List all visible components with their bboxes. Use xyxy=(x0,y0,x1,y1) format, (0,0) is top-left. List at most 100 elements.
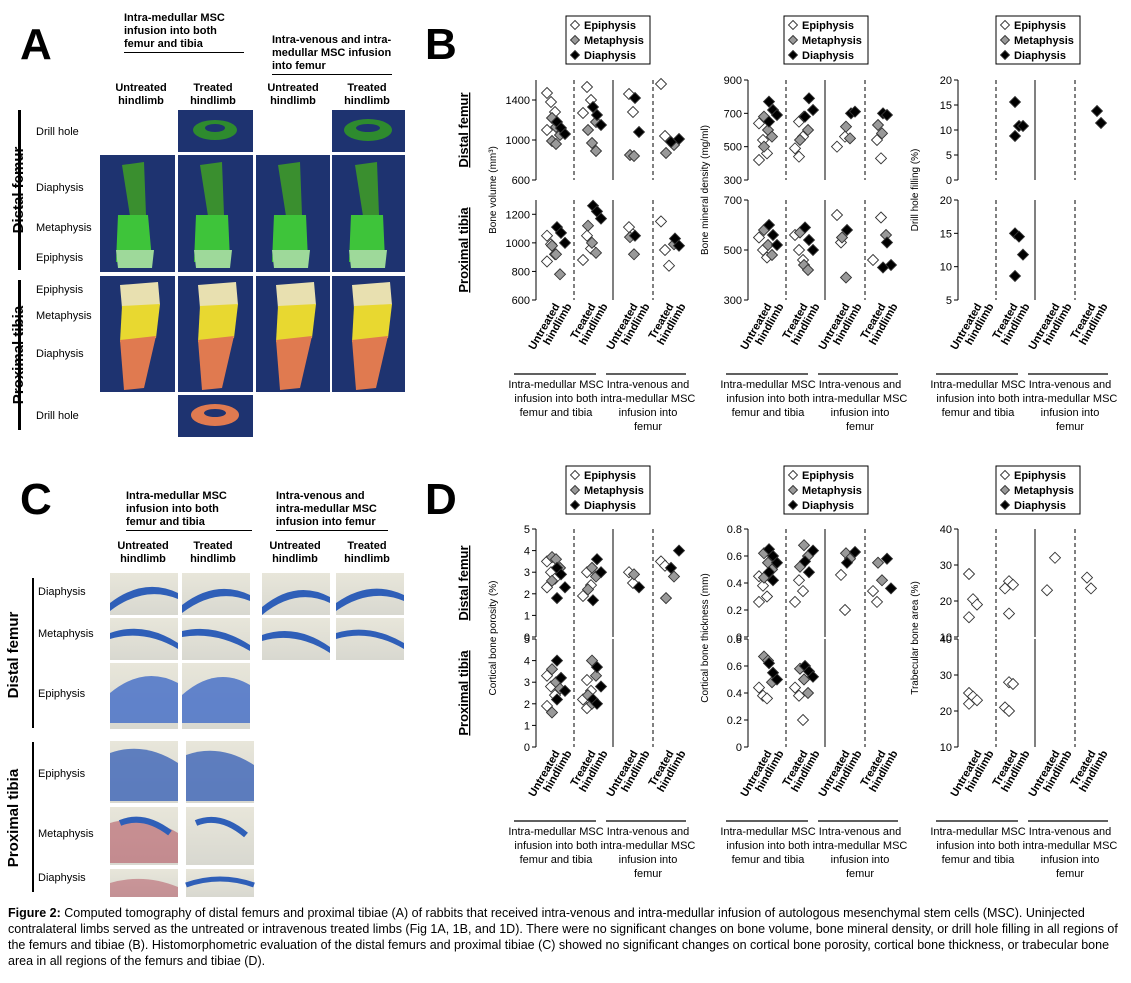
D2-r1-point-dia-0 xyxy=(762,657,776,670)
D1-r1-point-dia-1 xyxy=(554,671,568,685)
B2-r1-point-meta-6 xyxy=(835,231,849,244)
D2-r0-point-epi-4 xyxy=(792,574,806,587)
D3-group-0-line-1: infusion into both xyxy=(936,840,1019,852)
B2-ylabel: Bone mineral density (mg/ml) xyxy=(700,125,711,255)
B2-r1-point-dia-9 xyxy=(876,261,890,274)
D2-r0-ticklabel-1: 0.2 xyxy=(727,605,742,617)
panel-a-row-tibia-drill-hole: Drill hole xyxy=(36,410,79,422)
B1-r1-point-epi-3 xyxy=(540,255,554,268)
D2-r0-point-epi-5 xyxy=(796,584,810,598)
D3-legend-marker-dia xyxy=(999,499,1011,511)
B2-group-1-line-1: intra-medullar MSC xyxy=(813,393,908,405)
B2-r0-point-dia-0 xyxy=(762,95,776,108)
D1-r1-ticklabel-3: 3 xyxy=(524,677,530,689)
D1-r1-point-meta-5 xyxy=(589,669,603,682)
B3-group-1-line-1: intra-medullar MSC xyxy=(1023,393,1118,405)
D2-r0-point-dia-8 xyxy=(848,545,862,559)
B3-r0-ticklabel-1: 5 xyxy=(946,150,952,162)
B1-group-1-line-3: femur xyxy=(634,421,662,433)
D2-r0-point-dia-7 xyxy=(802,566,816,579)
D3-r1-point-epi-5 xyxy=(1006,677,1020,691)
D2-group-0-line-0: Intra-medullar MSC xyxy=(720,826,815,838)
B3-legend-label-dia: Diaphysis xyxy=(1014,50,1066,62)
D1-legend-marker-dia xyxy=(569,499,581,511)
B2-group-1-line-0: Intra-venous and xyxy=(819,379,902,391)
B2-r0-point-meta-9 xyxy=(871,118,885,132)
D1-r0-point-meta-6 xyxy=(581,583,595,596)
D3-group-1-line-0: Intra-venous and xyxy=(1029,826,1112,838)
B1-r1-point-epi-11 xyxy=(662,259,676,272)
D3-r1-point-epi-7 xyxy=(1002,704,1016,718)
B2-r1-point-meta-5 xyxy=(801,263,815,277)
B1-r1-point-epi-9 xyxy=(654,215,668,228)
D2-legend-marker-dia xyxy=(787,499,799,511)
B2-r1-point-dia-2 xyxy=(770,238,784,252)
B2-r0-point-dia-2 xyxy=(770,108,784,122)
D1-r0-point-meta-4 xyxy=(585,561,599,575)
panel-a-col-treated-2: Treated hindlimb xyxy=(344,82,390,107)
D1-r1-ticklabel-5: 5 xyxy=(524,634,530,646)
B1-group-0-line-2: femur and tibia xyxy=(520,407,594,419)
D1-r0-point-meta-8 xyxy=(667,570,681,583)
D2-r0-point-epi-8 xyxy=(838,603,852,617)
D1-r1-ticklabel-0: 0 xyxy=(524,742,530,754)
B3-legend-marker-epi xyxy=(999,19,1011,31)
B1-group-1-line-0: Intra-venous and xyxy=(607,379,690,391)
B1-r0-point-epi-8 xyxy=(626,105,640,119)
panel-a-row-tibia-metaphysis: Metaphysis xyxy=(36,310,92,322)
D1-r0-point-dia-8 xyxy=(672,544,686,557)
B2-r1-point-dia-1 xyxy=(766,228,780,242)
B1-r0-point-dia-5 xyxy=(594,118,608,132)
B1-r0-ticklabel-1: 1000 xyxy=(506,135,530,147)
D2-r0-point-epi-3 xyxy=(752,595,766,609)
D2-r0-point-meta-9 xyxy=(871,556,885,569)
D2-legend-label-epi: Epiphysis xyxy=(802,470,854,482)
B2-r0-ticklabel-0: 300 xyxy=(724,175,742,187)
panel-a-femur-bracket xyxy=(18,110,21,270)
ct-femur-row xyxy=(100,155,405,272)
B2-r1-point-dia-5 xyxy=(806,243,820,257)
D2-r0-ticklabel-0: 0 xyxy=(736,632,742,644)
panel-a-row-metaphysis: Metaphysis xyxy=(36,222,92,234)
D2-r0-point-epi-7 xyxy=(834,568,848,582)
D1-r1-point-epi-4 xyxy=(580,673,594,687)
D2-r1-point-dia-5 xyxy=(806,670,820,683)
D2-r0-point-dia-5 xyxy=(806,544,820,557)
D1-legend-marker-meta xyxy=(569,484,581,496)
B3-r1-ticklabel-1: 10 xyxy=(940,262,952,274)
hist-tibia xyxy=(110,741,255,897)
panel-c-histology xyxy=(110,573,404,897)
D3-r0-point-epi-3 xyxy=(962,611,976,624)
B1-r0-ticklabel-0: 600 xyxy=(512,175,530,187)
B1-rowlabel-1: Proximal tibia xyxy=(456,207,471,293)
D2-r0-point-dia-3 xyxy=(762,566,776,579)
D3-r0-point-epi-6 xyxy=(998,582,1012,595)
B3-r0-point-dia-5 xyxy=(1094,116,1108,130)
D1-group-0-line-2: femur and tibia xyxy=(520,854,594,866)
D1-legend-label-epi: Epiphysis xyxy=(584,470,636,482)
B1-r0-point-dia-2 xyxy=(558,127,572,141)
D3-group-1-line-3: femur xyxy=(1056,868,1084,880)
D2-r1-point-epi-5 xyxy=(796,713,810,727)
D2-r0-ticklabel-4: 0.8 xyxy=(727,524,742,536)
panel-a-row-tibia-diaphysis: Diaphysis xyxy=(36,348,84,360)
B2-r0-point-meta-8 xyxy=(843,132,857,145)
B1-ylabel: Bone volume (mm³) xyxy=(488,146,499,234)
D1-r0-point-dia-7 xyxy=(632,581,646,594)
B2-group-1-line-2: infusion into xyxy=(831,407,890,419)
panel-a-ct-images xyxy=(100,110,405,437)
D1-r0-point-meta-7 xyxy=(627,568,641,581)
D1-r1-point-dia-5 xyxy=(594,680,608,693)
D3-r1-ticklabel-3: 40 xyxy=(940,634,952,646)
B1-r1-point-dia-1 xyxy=(554,226,568,239)
D1-rowlabel-1: Proximal tibia xyxy=(456,650,471,736)
B2-group-1-line-3: femur xyxy=(846,421,874,433)
D1-legend-marker-epi xyxy=(569,469,581,481)
D1-r0-point-dia-2 xyxy=(558,581,572,594)
B3-r0-ticklabel-3: 15 xyxy=(940,100,952,112)
B1-r0-point-meta-6 xyxy=(581,123,595,137)
D2-r0-point-meta-10 xyxy=(875,574,889,587)
panel-a-col-untreated-1: Untreated hindlimb xyxy=(115,82,167,107)
panel-a-row-drill-hole: Drill hole xyxy=(36,126,79,138)
B3-r1-point-dia-1 xyxy=(1012,230,1026,243)
